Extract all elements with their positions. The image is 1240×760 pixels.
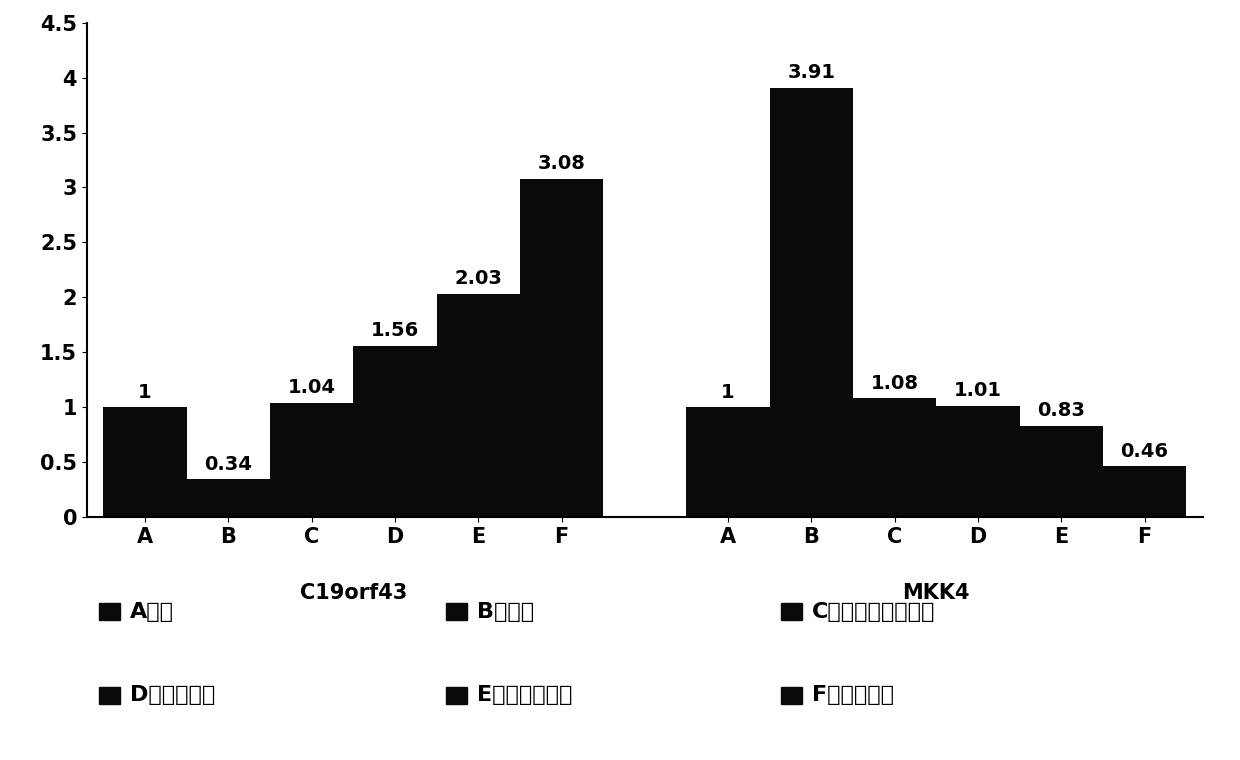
Text: 1: 1 [722, 382, 735, 401]
Text: 0.46: 0.46 [1121, 442, 1168, 461]
Bar [436, 294, 520, 517]
Text: 0.83: 0.83 [1038, 401, 1085, 420]
Bar [270, 403, 353, 517]
Text: 1.04: 1.04 [288, 378, 336, 397]
Bar [853, 398, 936, 517]
Bar [936, 406, 1019, 517]
Text: B骨肉瘤: B骨肉瘤 [476, 602, 534, 622]
Text: 3.08: 3.08 [538, 154, 585, 173]
Bar [1102, 467, 1187, 517]
Text: A正常: A正常 [130, 602, 174, 622]
Bar [103, 407, 187, 517]
Text: 1.08: 1.08 [870, 374, 919, 393]
Text: 0.34: 0.34 [205, 455, 252, 474]
Text: 3.91: 3.91 [787, 63, 836, 82]
Bar [770, 87, 853, 517]
Text: 2.03: 2.03 [454, 270, 502, 289]
Text: MKK4: MKK4 [903, 583, 970, 603]
Text: D尤文氏肉瘤: D尤文氏肉瘤 [130, 686, 215, 705]
Bar [1019, 426, 1102, 517]
Bar [353, 346, 436, 517]
Text: C慢性化脄性骨髓炎: C慢性化脄性骨髓炎 [811, 602, 935, 622]
Bar [687, 407, 770, 517]
Text: F骨关节结核: F骨关节结核 [811, 686, 894, 705]
Bar [187, 480, 270, 517]
Text: E转移性骨肿瘤: E转移性骨肿瘤 [476, 686, 572, 705]
Text: 1: 1 [139, 382, 153, 401]
Text: 1.01: 1.01 [954, 382, 1002, 401]
Bar [520, 179, 603, 517]
Text: 1.56: 1.56 [371, 321, 419, 340]
Text: C19orf43: C19orf43 [300, 583, 407, 603]
